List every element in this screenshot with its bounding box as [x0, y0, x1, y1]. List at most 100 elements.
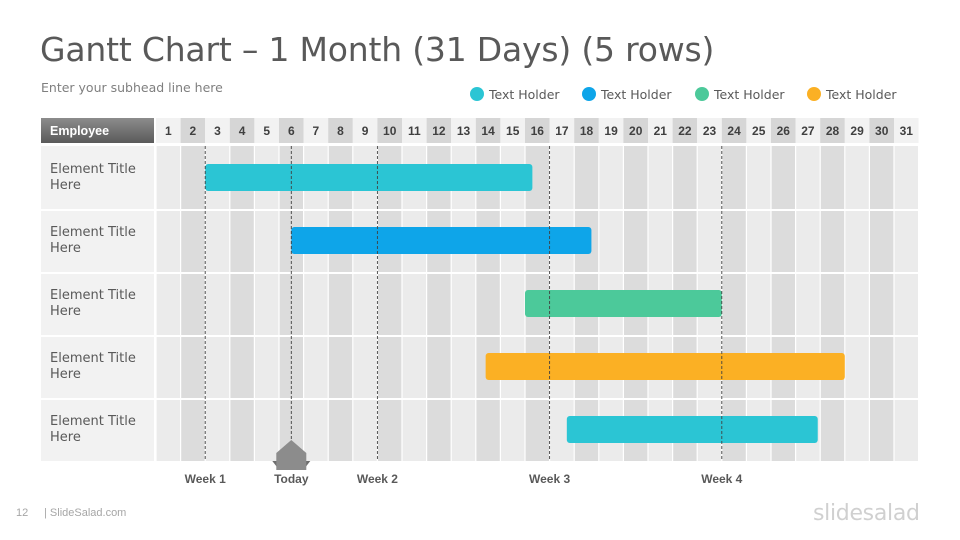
row-label-cell	[41, 274, 154, 335]
day-label: 7	[313, 124, 320, 138]
row-label-cell	[41, 211, 154, 272]
day-column	[377, 146, 402, 461]
day-label: 2	[190, 124, 197, 138]
day-label: 20	[629, 124, 643, 138]
row-separator	[41, 335, 921, 337]
day-header-cell	[894, 118, 919, 143]
day-column	[402, 146, 427, 461]
employee-header-cell	[41, 118, 154, 143]
page-subtitle: Enter your subhead line here	[41, 80, 223, 95]
day-header-cell	[328, 118, 353, 143]
legend-item-3: Text Holder	[695, 86, 785, 102]
legend-label-1: Text Holder	[489, 86, 560, 102]
day-column	[229, 146, 255, 461]
day-label: 16	[531, 124, 545, 138]
gantt-bar	[485, 353, 845, 380]
day-header-cell	[205, 118, 230, 143]
today-label: Today	[274, 472, 309, 486]
day-column	[746, 146, 771, 461]
legend-label-2: Text Holder	[601, 86, 672, 102]
day-header-cell	[598, 118, 624, 143]
day-label: 15	[506, 124, 520, 138]
day-header-cell	[426, 118, 452, 143]
gantt-bar	[205, 164, 533, 191]
page-title: Gantt Chart – 1 Month (31 Days) (5 rows)	[40, 30, 715, 69]
day-label: 23	[703, 124, 717, 138]
day-header-cell	[869, 118, 894, 143]
day-column	[475, 146, 501, 461]
day-label: 3	[214, 124, 221, 138]
day-header-cell	[795, 118, 821, 143]
gantt-bar	[566, 416, 818, 443]
day-header-cell	[402, 118, 427, 143]
row-label: Element Title Here	[50, 225, 136, 256]
legend-dot-2	[582, 87, 596, 101]
day-column	[328, 146, 353, 461]
day-header-cell	[180, 118, 206, 143]
gantt-bar	[291, 227, 592, 254]
day-column	[426, 146, 452, 461]
day-header-cell	[672, 118, 698, 143]
day-label: 4	[239, 124, 246, 138]
today-marker-icon	[276, 440, 307, 470]
day-column	[820, 146, 845, 461]
legend-item-4: Text Holder	[807, 86, 897, 102]
day-header-cell	[229, 118, 255, 143]
day-header-cell	[648, 118, 673, 143]
day-label: 12	[432, 124, 446, 138]
day-header-cell	[746, 118, 771, 143]
day-header-cell	[771, 118, 796, 143]
day-label: 29	[850, 124, 864, 138]
legend-item-1: Text Holder	[470, 86, 560, 102]
day-header-cell	[254, 118, 279, 143]
week-label: Week 2	[357, 472, 398, 486]
row-separator	[41, 209, 921, 211]
day-label: 24	[727, 124, 741, 138]
day-column	[180, 146, 206, 461]
row-label: Element Title Here	[50, 288, 136, 319]
day-label: 27	[801, 124, 815, 138]
day-label: 8	[337, 124, 344, 138]
day-header-cell	[525, 118, 550, 143]
employee-header-label: Employee	[50, 124, 109, 138]
day-label: 10	[383, 124, 397, 138]
day-column	[352, 146, 378, 461]
day-column	[254, 146, 279, 461]
day-column	[303, 146, 329, 461]
week-label: Week 3	[529, 472, 570, 486]
day-column	[771, 146, 796, 461]
day-header-cell	[279, 118, 304, 143]
day-header-cell	[475, 118, 501, 143]
row-label-cell	[41, 337, 154, 398]
day-label: 11	[408, 124, 421, 138]
legend-dot-3	[695, 87, 709, 101]
row-label: Element Title Here	[50, 414, 136, 445]
row-label-cell	[41, 400, 154, 461]
gantt-bar	[525, 290, 722, 317]
day-label: 17	[555, 124, 569, 138]
day-header-cell	[574, 118, 599, 143]
week-label: Week 1	[185, 472, 226, 486]
day-label: 14	[481, 124, 495, 138]
day-header-cell	[303, 118, 329, 143]
slide-number: 12	[16, 507, 29, 519]
day-label: 9	[362, 124, 369, 138]
legend-label-4: Text Holder	[826, 86, 897, 102]
day-label: 26	[777, 124, 791, 138]
day-label: 22	[678, 124, 692, 138]
week-label: Week 4	[701, 472, 742, 486]
day-label: 13	[457, 124, 471, 138]
row-separator	[41, 272, 921, 274]
legend-label-3: Text Holder	[714, 86, 785, 102]
day-header-cell	[549, 118, 575, 143]
day-column	[795, 146, 821, 461]
legend-item-2: Text Holder	[582, 86, 672, 102]
day-header-cell	[377, 118, 402, 143]
day-label: 31	[900, 124, 914, 138]
brand-logo: slidesalad	[813, 501, 920, 526]
day-column	[844, 146, 870, 461]
row-label-cell	[41, 146, 154, 209]
day-label: 19	[604, 124, 618, 138]
row-label: Element Title Here	[50, 351, 136, 382]
row-label: Element Title Here	[50, 162, 136, 193]
